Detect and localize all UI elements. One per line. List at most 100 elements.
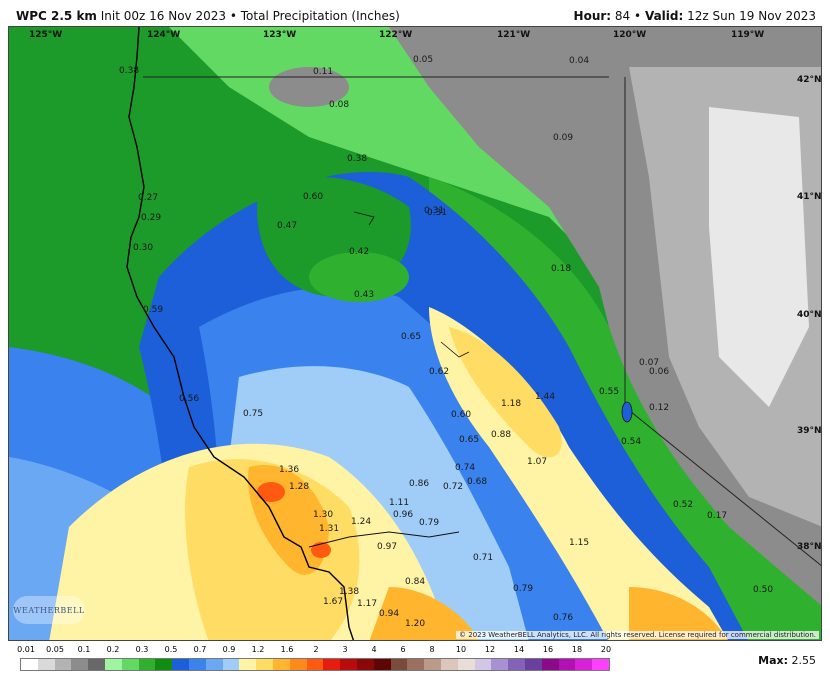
legend-color-swatch: [474, 659, 492, 670]
precip-value-label: 0.52: [673, 500, 693, 510]
copyright-notice: © 2023 WeatherBELL Analytics, LLC. All r…: [456, 631, 819, 639]
precip-value-label: 0.84: [405, 577, 425, 587]
latitude-labels: 42°N 41°N 40°N 39°N 38°N: [797, 75, 822, 552]
map-header: WPC 2.5 km Init 00z 16 Nov 2023 • Total …: [0, 0, 830, 26]
precip-value-label: 0.09: [553, 133, 573, 143]
precip-value-label: 0.88: [491, 430, 511, 440]
max-number: 2.55: [791, 654, 817, 667]
legend-tick-label: 20: [600, 645, 612, 654]
legend-color-swatch: [424, 659, 441, 670]
legend-color-swatch: [491, 659, 509, 670]
legend-color-swatch: [457, 659, 475, 670]
lake-tahoe: [621, 401, 633, 423]
legend-color-swatch: [440, 659, 458, 670]
hour-value: 84: [614, 9, 631, 23]
legend-color-swatch: [121, 659, 139, 670]
legend-color-swatch: [340, 659, 357, 670]
header-title: WPC 2.5 km Init 00z 16 Nov 2023 • Total …: [16, 9, 400, 23]
valid-label: Valid:: [644, 9, 684, 23]
max-label: Max:: [758, 654, 788, 667]
init-time: Init 00z 16 Nov 2023: [100, 9, 227, 23]
legend-color-swatch: [21, 659, 38, 670]
legend-color-swatch: [323, 659, 341, 670]
latitude-label: 41°N: [797, 192, 822, 202]
legend-tick-label: 4: [371, 645, 377, 654]
precip-value-label: 0.65: [459, 435, 479, 445]
header-valid: Hour: 84 • Valid: 12z Sun 19 Nov 2023: [574, 9, 816, 23]
precip-value-label: 0.38: [119, 66, 139, 76]
precip-value-labels: 0.38 0.11 0.05 0.04 0.31 0.08 0.09 0.38 0.60 0.47…: [119, 55, 773, 629]
legend-color-swatch: [37, 659, 55, 670]
legend-tick-label: 0.7: [193, 645, 207, 654]
precip-shade: [449, 327, 562, 458]
legend-tick-label: 16: [542, 645, 554, 654]
legend-color-swatch: [524, 659, 542, 670]
precip-value-label: 0.31: [424, 206, 444, 216]
latitude-label: 38°N: [797, 542, 822, 552]
precip-value-label: 1.07: [527, 457, 547, 467]
precip-value-label: 0.97: [377, 542, 397, 552]
legend-tick-label: 14: [513, 645, 525, 654]
precip-value-label: 0.75: [243, 409, 263, 419]
legend-color-swatch: [138, 659, 156, 670]
precip-value-label: 1.18: [501, 399, 521, 409]
precip-value-label: 1.67: [323, 597, 343, 607]
precip-value-label: 0.71: [473, 553, 493, 563]
precip-value-label: 0.55: [599, 387, 619, 397]
legend-tick-label: 0.9: [222, 645, 236, 654]
precip-value-label: 1.24: [351, 517, 371, 527]
longitude-labels: 125°W 124°W 123°W 122°W 121°W 120°W 119°W: [29, 30, 764, 40]
legend-tick-label: 0.5: [164, 645, 178, 654]
precip-value-label: 1.17: [357, 599, 377, 609]
legend-color-swatch: [306, 659, 324, 670]
precip-value-label: 1.28: [289, 482, 309, 492]
delta-outline: [308, 531, 460, 548]
legend-color-swatch: [71, 659, 89, 670]
legend-color-swatch: [222, 659, 240, 670]
longitude-label: 119°W: [731, 30, 764, 40]
legend-color-swatch: [272, 659, 290, 670]
precip-value-label: 0.72: [443, 482, 463, 492]
legend-tick-label: 0.1: [77, 645, 91, 654]
map-canvas: 125°W 124°W 123°W 122°W 121°W 120°W 119°W 42°N…: [9, 27, 822, 640]
legend-tick-label: 1.2: [251, 645, 265, 654]
precip-value-label: 0.76: [553, 613, 573, 623]
precip-value-label: 1.15: [569, 538, 589, 548]
precip-value-label: 0.79: [513, 584, 533, 594]
legend-color-swatch: [390, 659, 408, 670]
precip-shade: [311, 542, 331, 558]
legend-color-swatch: [541, 659, 559, 670]
precip-value-label: 0.31: [427, 208, 447, 218]
product-name: Total Precipitation (Inches): [240, 9, 400, 23]
precip-value-label: 0.43: [354, 290, 374, 300]
precip-value-label: 1.11: [389, 498, 409, 508]
precip-value-label: 0.38: [347, 154, 367, 164]
precip-value-label: 0.62: [429, 367, 449, 377]
precip-value-label: 0.96: [393, 510, 413, 520]
legend-color-swatch: [356, 659, 374, 670]
precip-value-label: 0.60: [451, 410, 471, 420]
legend-tick-label: 0.2: [106, 645, 120, 654]
legend-color-swatch: [239, 659, 257, 670]
legend-tick-label: 0.3: [135, 645, 149, 654]
legend-tick-label: 0.05: [46, 645, 64, 654]
precip-shade: [309, 252, 409, 302]
legend-color-swatch: [592, 659, 609, 670]
coastline: [126, 27, 355, 640]
legend-color-bar: [20, 658, 610, 671]
longitude-label: 122°W: [379, 30, 412, 40]
precip-value-label: 0.29: [141, 213, 161, 223]
precipitation-map: 125°W 124°W 123°W 122°W 121°W 120°W 119°W 42°N…: [8, 26, 822, 641]
legend-color-swatch: [155, 659, 173, 670]
precip-value-label: 0.50: [753, 585, 773, 595]
precip-value-label: 0.47: [277, 221, 297, 231]
precip-shade: [257, 482, 285, 502]
precip-value-label: 1.31: [319, 524, 339, 534]
legend-tick-label: 8: [429, 645, 435, 654]
precip-value-label: 0.56: [179, 394, 199, 404]
precip-value-label: 0.05: [413, 55, 433, 65]
precip-value-label: 0.79: [419, 518, 439, 528]
lake-outline: [440, 341, 470, 358]
precip-value-label: 0.27: [138, 193, 158, 203]
precip-value-label: 0.74: [455, 463, 475, 473]
